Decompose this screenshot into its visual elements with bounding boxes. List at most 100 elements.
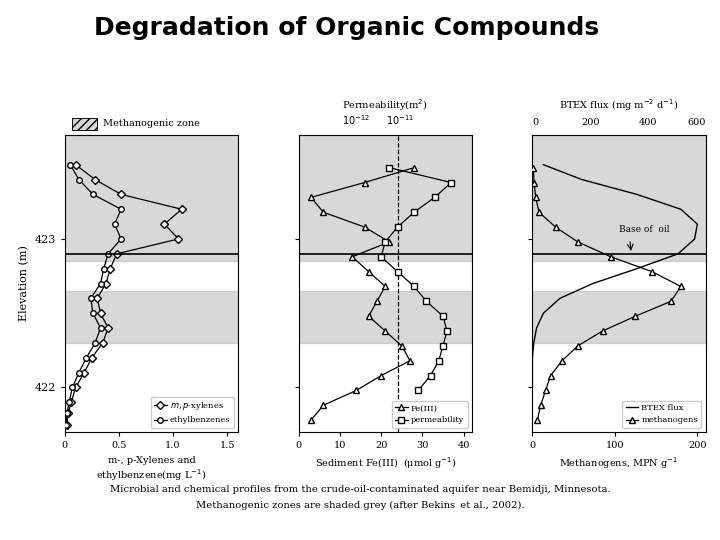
permeability (438, 313, 447, 319)
Fe(III) (364, 268, 373, 275)
BTEX flux (556, 295, 564, 301)
ethylbenzenes (110, 221, 119, 227)
Fe(III) (364, 313, 373, 319)
BTEX flux (690, 235, 699, 242)
methanogens (529, 164, 538, 171)
Line: ethylbenzenes: ethylbenzenes (63, 162, 124, 427)
methanogens (667, 298, 675, 305)
$m, p$-xylenes (96, 310, 105, 316)
Fe(III) (319, 402, 328, 408)
permeability (438, 343, 447, 349)
ethylbenzenes (96, 325, 105, 332)
BTEX flux (633, 265, 642, 272)
Text: $10^{-11}$: $10^{-11}$ (385, 113, 414, 127)
ethylbenzenes (66, 161, 75, 168)
Text: Permeability(m$^{2}$): Permeability(m$^{2}$) (342, 98, 428, 113)
$m, p$-xylenes (80, 369, 89, 376)
methanogens (573, 343, 582, 349)
permeability (393, 268, 402, 275)
Text: Degradation of Organic Compounds: Degradation of Organic Compounds (94, 16, 599, 40)
ethylbenzenes (96, 280, 105, 287)
Fe(III) (348, 253, 356, 260)
ethylbenzenes (62, 421, 71, 428)
methanogens (530, 179, 539, 186)
Fe(III) (385, 239, 394, 245)
Fe(III) (307, 417, 315, 423)
Bar (299, 291, 472, 343)
methanogens (552, 224, 560, 230)
BTEX flux (633, 191, 642, 198)
Line: permeability: permeability (378, 165, 454, 393)
$m, p$-xylenes (91, 177, 99, 183)
Text: 400: 400 (639, 118, 657, 127)
$m, p$-xylenes (63, 421, 71, 428)
permeability (443, 328, 451, 334)
Fe(III) (397, 343, 406, 349)
BTEX flux (539, 161, 548, 168)
BTEX flux (677, 206, 685, 212)
permeability (385, 164, 394, 171)
$m, p$-xylenes (174, 235, 183, 242)
permeability (393, 224, 402, 230)
Line: Fe(III): Fe(III) (307, 164, 418, 423)
methanogens (558, 357, 567, 364)
Fe(III) (360, 224, 369, 230)
Fe(III) (307, 194, 315, 201)
ethylbenzenes (65, 399, 73, 406)
permeability (414, 387, 423, 394)
Fe(III) (377, 372, 385, 379)
methanogens (536, 402, 545, 408)
ethylbenzenes (63, 409, 71, 416)
ethylbenzenes (82, 354, 91, 361)
methanogens (598, 328, 607, 334)
methanogens (606, 253, 615, 260)
methanogens (631, 313, 640, 319)
ethylbenzenes (68, 384, 77, 390)
methanogens (546, 372, 555, 379)
permeability (410, 283, 418, 289)
Bar (532, 291, 706, 343)
Bar (532, 135, 706, 261)
Line: $m, p$-xylenes: $m, p$-xylenes (64, 162, 184, 427)
ethylbenzenes (104, 251, 112, 257)
BTEX flux (577, 177, 586, 183)
Text: Base of  oil: Base of oil (619, 226, 670, 234)
Fe(III) (373, 298, 382, 305)
Fe(III) (381, 328, 390, 334)
methanogens (573, 239, 582, 245)
Fe(III) (352, 387, 361, 394)
Legend: Fe(III), permeability: Fe(III), permeability (392, 401, 467, 428)
$m, p$-xylenes (71, 161, 80, 168)
BTEX flux (693, 221, 702, 227)
X-axis label: Methanogens, MPN g$^{-1}$: Methanogens, MPN g$^{-1}$ (559, 456, 679, 471)
Text: Methanogenic zone: Methanogenic zone (103, 119, 200, 128)
permeability (431, 194, 439, 201)
$m, p$-xylenes (106, 265, 114, 272)
Text: 0: 0 (532, 118, 539, 127)
ethylbenzenes (99, 265, 108, 272)
$m, p$-xylenes (102, 280, 110, 287)
Legend: $m, p$-xylenes, ethylbenzenes: $m, p$-xylenes, ethylbenzenes (150, 397, 234, 428)
$m, p$-xylenes (93, 295, 102, 301)
X-axis label: Sediment Fe(III)  (μmol g$^{-1}$): Sediment Fe(III) (μmol g$^{-1}$) (315, 456, 456, 471)
Text: 600: 600 (687, 118, 706, 127)
Text: BTEX flux (mg m$^{-2}$ d$^{-1}$): BTEX flux (mg m$^{-2}$ d$^{-1}$) (559, 98, 679, 113)
Fe(III) (381, 283, 390, 289)
BTEX flux (539, 310, 548, 316)
$m, p$-xylenes (99, 340, 107, 346)
Line: BTEX flux: BTEX flux (532, 165, 698, 387)
ethylbenzenes (89, 191, 97, 198)
$m, p$-xylenes (112, 251, 121, 257)
ethylbenzenes (91, 340, 99, 346)
Text: Methanogenic zones are shaded grey (after Bekins  et al., 2002).: Methanogenic zones are shaded grey (afte… (196, 501, 524, 510)
ethylbenzenes (117, 235, 125, 242)
BTEX flux (674, 251, 683, 257)
permeability (410, 209, 418, 215)
$m, p$-xylenes (160, 221, 168, 227)
$m, p$-xylenes (67, 399, 76, 406)
Legend: BTEX flux, methanogens: BTEX flux, methanogens (622, 401, 701, 428)
permeability (426, 372, 435, 379)
$m, p$-xylenes (117, 191, 125, 198)
permeability (377, 253, 385, 260)
Y-axis label: Elevation (m): Elevation (m) (19, 246, 29, 321)
